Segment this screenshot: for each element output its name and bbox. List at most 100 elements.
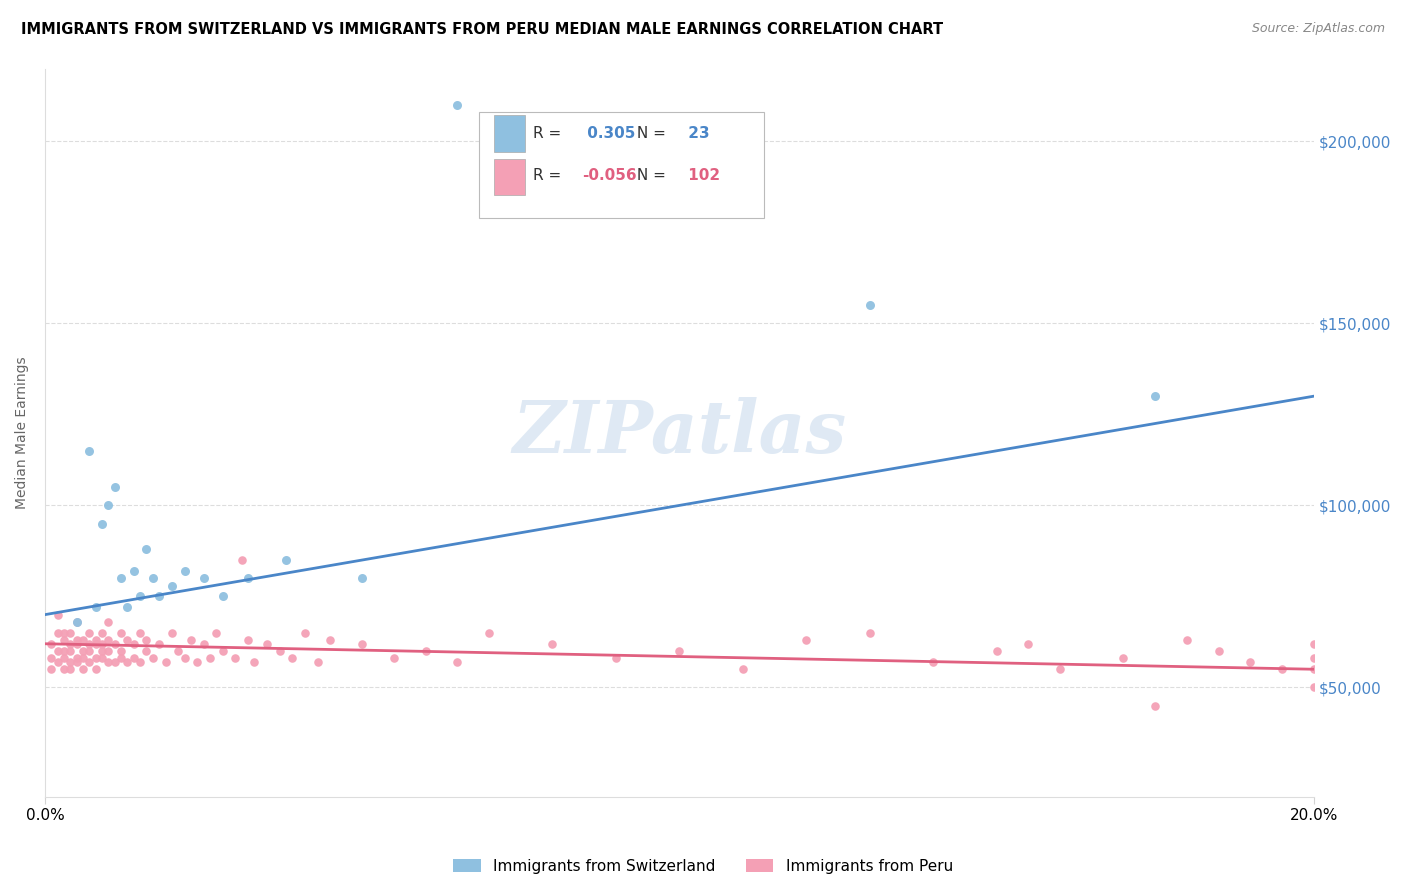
Point [352, 637, 374, 651]
Point [53, 644, 76, 658]
Legend: Immigrants from Switzerland, Immigrants from Peru: Immigrants from Switzerland, Immigrants … [447, 853, 959, 880]
Point [39, 637, 62, 651]
Point [122, 637, 145, 651]
Point [173, 564, 195, 578]
Text: 102: 102 [683, 168, 720, 183]
Point [294, 625, 316, 640]
Point [142, 571, 165, 585]
Point [53, 651, 76, 665]
Point [46, 644, 69, 658]
Point [72, 651, 94, 665]
Text: 0.305: 0.305 [582, 126, 636, 141]
Point [79, 655, 101, 669]
Point [1144, 698, 1167, 713]
Point [1049, 662, 1071, 676]
Text: R =: R = [533, 168, 567, 183]
Point [224, 651, 246, 665]
Point [117, 633, 139, 648]
Point [859, 625, 882, 640]
Point [91, 651, 114, 665]
Point [59, 655, 82, 669]
Point [155, 655, 177, 669]
Y-axis label: Median Male Earnings: Median Male Earnings [15, 356, 30, 509]
Point [135, 644, 157, 658]
Point [91, 625, 114, 640]
Point [193, 571, 215, 585]
Point [1302, 637, 1324, 651]
Point [79, 625, 101, 640]
Point [72, 633, 94, 648]
Point [446, 655, 468, 669]
Point [135, 542, 157, 557]
FancyBboxPatch shape [494, 115, 524, 152]
Point [236, 633, 259, 648]
Point [205, 625, 228, 640]
Point [269, 644, 291, 658]
Text: Source: ZipAtlas.com: Source: ZipAtlas.com [1251, 22, 1385, 36]
Point [281, 651, 304, 665]
Point [46, 625, 69, 640]
Point [142, 651, 165, 665]
Point [1239, 655, 1261, 669]
Point [79, 443, 101, 458]
Point [117, 600, 139, 615]
Point [1144, 389, 1167, 403]
Point [84, 651, 107, 665]
Point [731, 662, 754, 676]
Point [72, 662, 94, 676]
Point [59, 637, 82, 651]
Point [122, 651, 145, 665]
Point [53, 633, 76, 648]
Point [160, 625, 183, 640]
Point [668, 644, 690, 658]
Point [415, 644, 437, 658]
Point [1175, 633, 1198, 648]
Point [1302, 651, 1324, 665]
Text: -0.056: -0.056 [582, 168, 637, 183]
Point [446, 98, 468, 112]
Point [1208, 644, 1230, 658]
Point [104, 480, 127, 494]
Point [122, 564, 145, 578]
Point [605, 651, 627, 665]
Point [236, 571, 259, 585]
Point [91, 644, 114, 658]
Point [478, 625, 501, 640]
Point [186, 655, 208, 669]
FancyBboxPatch shape [479, 112, 765, 218]
Point [46, 655, 69, 669]
Point [66, 615, 89, 629]
Point [97, 633, 120, 648]
Point [110, 651, 132, 665]
Point [794, 633, 817, 648]
Point [922, 655, 945, 669]
Point [104, 637, 127, 651]
Point [79, 637, 101, 651]
Point [1112, 651, 1135, 665]
Point [198, 651, 221, 665]
Point [91, 637, 114, 651]
Point [382, 651, 405, 665]
Point [66, 633, 89, 648]
Point [110, 571, 132, 585]
Point [59, 662, 82, 676]
Point [97, 655, 120, 669]
Text: R =: R = [533, 126, 567, 141]
Point [84, 637, 107, 651]
Point [211, 590, 233, 604]
Point [274, 553, 297, 567]
Point [104, 655, 127, 669]
Point [148, 637, 170, 651]
Point [91, 516, 114, 531]
Point [66, 651, 89, 665]
Point [117, 655, 139, 669]
Point [231, 553, 253, 567]
FancyBboxPatch shape [494, 159, 524, 195]
Point [1271, 662, 1294, 676]
Text: 23: 23 [683, 126, 710, 141]
Point [39, 651, 62, 665]
Point [173, 651, 195, 665]
Point [84, 662, 107, 676]
Point [110, 644, 132, 658]
Point [541, 637, 564, 651]
